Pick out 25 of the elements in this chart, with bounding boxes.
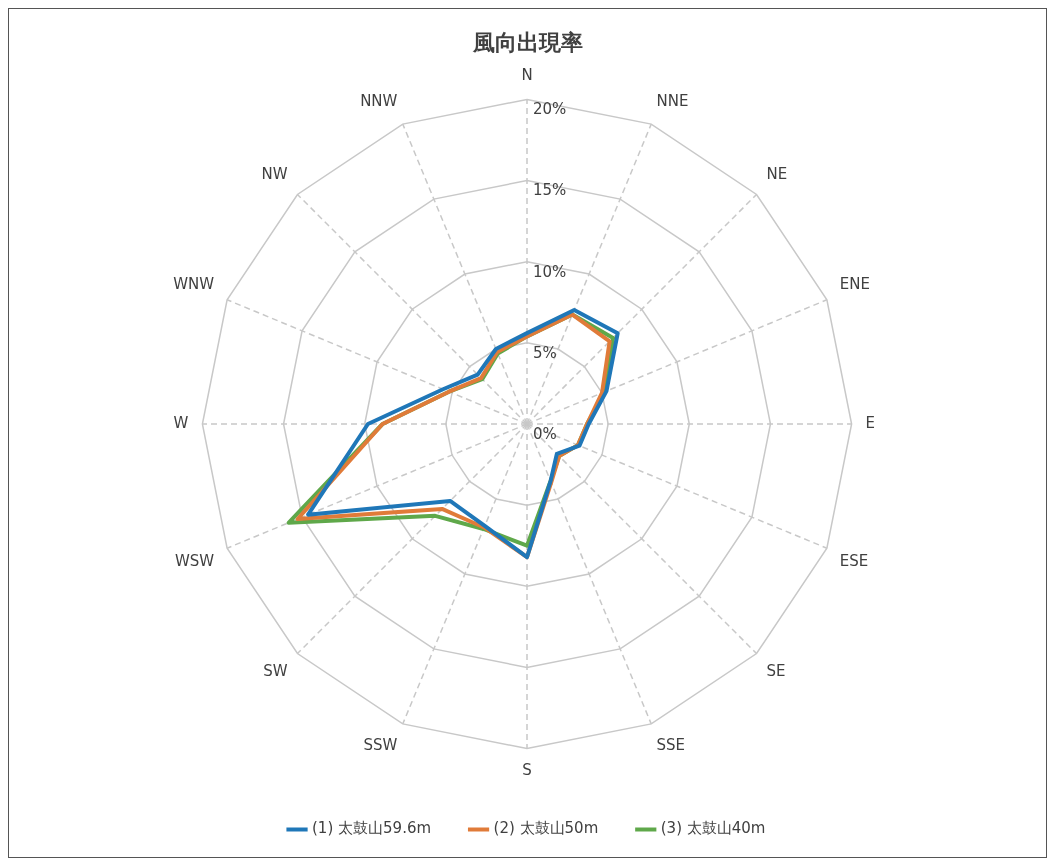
spoke-label: ENE (839, 275, 871, 294)
legend-label: (1) 太鼓山59.6m (312, 819, 432, 838)
spoke-label: NW (261, 165, 288, 184)
spoke-label: NNE (656, 92, 689, 111)
spoke-label: ESE (839, 552, 869, 571)
y-tick-label: 10% (533, 262, 567, 281)
spoke-label: SSW (363, 735, 398, 754)
spoke-label: S (522, 761, 532, 780)
y-tick-label: 15% (533, 181, 567, 200)
y-tick-label: 5% (533, 343, 557, 362)
chart-title: 風向出現率 (471, 29, 583, 55)
spoke-label: WNW (173, 275, 215, 294)
y-tick-label: 20% (533, 100, 567, 119)
spoke-label: NE (766, 165, 788, 184)
spoke-label: SW (263, 662, 288, 681)
spoke-label: W (173, 413, 189, 432)
spoke-label: NNW (360, 92, 398, 111)
spoke-label: SE (766, 662, 786, 681)
legend-label: (2) 太鼓山50m (493, 819, 599, 838)
spoke-label: N (521, 66, 533, 85)
legend-label: (3) 太鼓山40m (660, 819, 766, 838)
spoke-label: WSW (174, 552, 215, 571)
spoke-label: SSE (656, 735, 686, 754)
spoke-label: E (865, 413, 876, 432)
y-tick-label: 0% (533, 424, 557, 443)
